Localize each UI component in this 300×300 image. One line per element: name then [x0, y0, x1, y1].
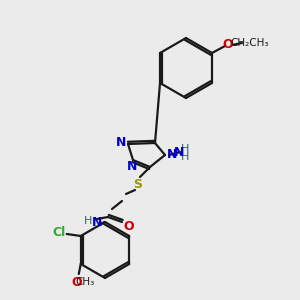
- Text: N: N: [127, 160, 137, 173]
- Text: N: N: [174, 146, 184, 158]
- Text: N: N: [167, 148, 177, 160]
- Text: H: H: [181, 152, 189, 162]
- Text: O: O: [71, 275, 82, 289]
- Text: S: S: [134, 178, 142, 191]
- Text: CH₃: CH₃: [75, 277, 94, 287]
- Text: H: H: [84, 216, 92, 226]
- Text: Cl: Cl: [52, 226, 65, 239]
- Text: O: O: [124, 220, 134, 232]
- Text: N: N: [92, 217, 102, 230]
- Text: N: N: [116, 136, 126, 149]
- Text: H: H: [181, 144, 189, 154]
- Text: CH₂CH₃: CH₂CH₃: [231, 38, 269, 48]
- Text: O: O: [223, 38, 233, 52]
